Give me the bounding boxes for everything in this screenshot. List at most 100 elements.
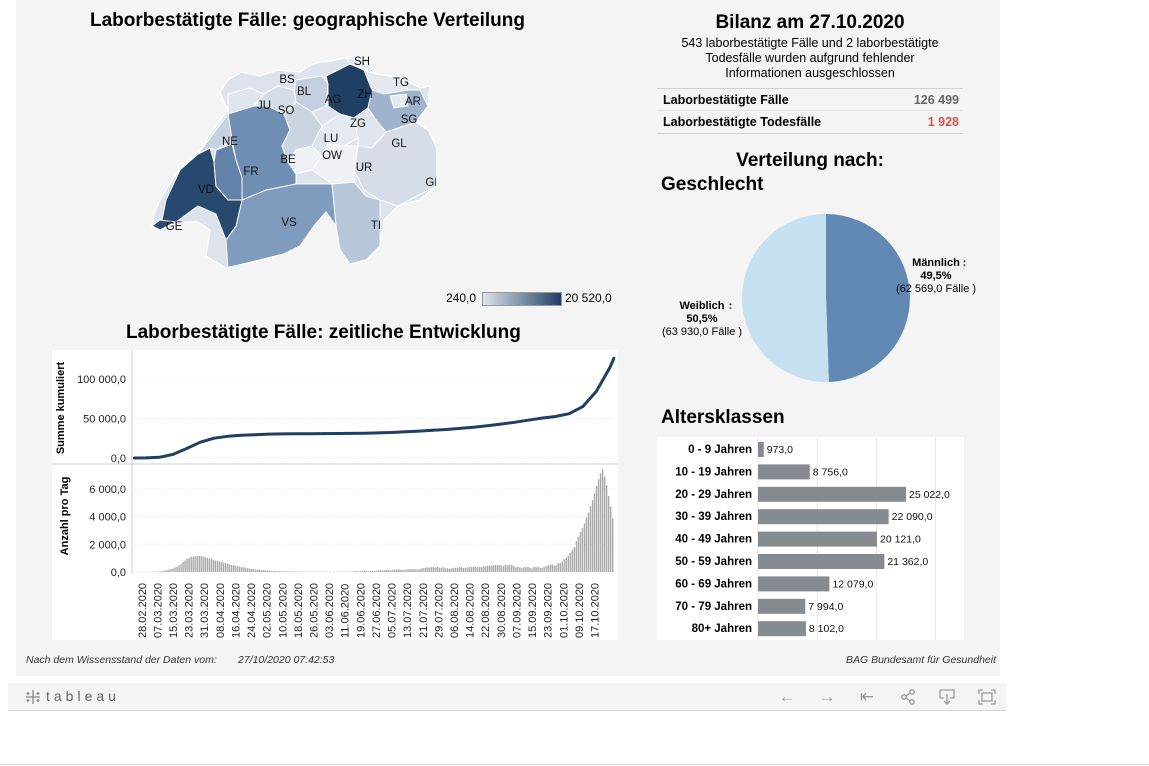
daily-bar[interactable]: [265, 570, 267, 572]
daily-bar[interactable]: [424, 567, 426, 572]
daily-bar[interactable]: [519, 567, 521, 572]
daily-bar[interactable]: [176, 566, 178, 572]
daily-bar[interactable]: [208, 558, 211, 572]
daily-bar[interactable]: [281, 571, 283, 572]
cumulative-point[interactable]: [362, 431, 366, 435]
daily-bar[interactable]: [533, 567, 535, 572]
daily-bar[interactable]: [438, 567, 440, 572]
cumulative-point[interactable]: [335, 432, 339, 435]
daily-bar[interactable]: [601, 469, 604, 572]
cumulative-point[interactable]: [403, 430, 407, 434]
daily-bar[interactable]: [553, 565, 555, 572]
daily-bar[interactable]: [605, 485, 608, 572]
daily-bar[interactable]: [515, 567, 517, 572]
daily-bar[interactable]: [250, 568, 253, 572]
daily-bar[interactable]: [541, 567, 543, 572]
daily-bar[interactable]: [374, 570, 376, 572]
daily-bar[interactable]: [240, 567, 243, 572]
cumulative-point[interactable]: [554, 415, 557, 418]
daily-bar[interactable]: [263, 570, 265, 572]
daily-bar[interactable]: [222, 562, 225, 572]
daily-bar[interactable]: [571, 549, 574, 572]
daily-bar[interactable]: [267, 570, 269, 572]
daily-bar[interactable]: [371, 570, 374, 572]
daily-bar[interactable]: [285, 571, 287, 572]
daily-bar[interactable]: [168, 569, 170, 572]
daily-bar[interactable]: [436, 566, 438, 572]
daily-bar[interactable]: [569, 552, 572, 572]
daily-bar[interactable]: [547, 565, 549, 572]
daily-bar[interactable]: [398, 569, 400, 572]
daily-bar[interactable]: [384, 570, 386, 572]
pie-slice-männlich[interactable]: [826, 214, 910, 382]
daily-bar[interactable]: [230, 564, 233, 572]
daily-bar[interactable]: [283, 571, 285, 572]
daily-bar[interactable]: [365, 570, 368, 572]
daily-bar[interactable]: [559, 562, 561, 572]
daily-bar[interactable]: [182, 561, 184, 572]
daily-bar[interactable]: [359, 571, 362, 572]
daily-bar[interactable]: [396, 569, 398, 572]
daily-bar[interactable]: [486, 565, 489, 572]
daily-bar[interactable]: [190, 556, 192, 572]
daily-bar[interactable]: [587, 512, 590, 572]
cumulative-point[interactable]: [431, 429, 434, 432]
daily-bar[interactable]: [367, 571, 370, 572]
daily-bar[interactable]: [591, 500, 594, 572]
daily-bar[interactable]: [593, 493, 596, 572]
daily-bar[interactable]: [402, 569, 404, 572]
kpi-cases-row[interactable]: Laborbestätigte Fälle 126 499: [657, 89, 963, 111]
daily-bar[interactable]: [497, 565, 499, 572]
daily-bar[interactable]: [194, 556, 196, 572]
daily-bar[interactable]: [212, 559, 215, 572]
canton-ne[interactable]: [197, 112, 233, 155]
daily-bar[interactable]: [361, 570, 364, 572]
cumulative-point[interactable]: [158, 455, 161, 459]
age-bar[interactable]: [758, 509, 889, 525]
daily-bar[interactable]: [228, 564, 231, 572]
daily-bar[interactable]: [180, 564, 182, 572]
daily-bar[interactable]: [490, 565, 493, 573]
daily-bar[interactable]: [583, 523, 586, 572]
daily-bar[interactable]: [482, 566, 485, 572]
cumulative-point[interactable]: [212, 436, 216, 440]
cumulative-point[interactable]: [458, 427, 462, 430]
daily-bar[interactable]: [160, 571, 162, 572]
download-icon[interactable]: [938, 688, 956, 706]
daily-bar[interactable]: [563, 559, 565, 572]
daily-bar[interactable]: [289, 571, 291, 572]
daily-bar[interactable]: [394, 569, 396, 572]
age-bar[interactable]: [758, 576, 830, 592]
daily-bar[interactable]: [244, 567, 247, 572]
daily-bar[interactable]: [440, 567, 442, 572]
daily-bar[interactable]: [523, 567, 525, 572]
daily-bar[interactable]: [468, 567, 471, 572]
cumulative-point[interactable]: [526, 418, 530, 422]
daily-bar[interactable]: [242, 567, 245, 572]
daily-bar[interactable]: [293, 571, 295, 572]
daily-bar[interactable]: [452, 568, 455, 572]
daily-bar[interactable]: [178, 565, 180, 572]
cumulative-point[interactable]: [185, 447, 188, 450]
cumulative-point[interactable]: [444, 428, 448, 431]
age-bar[interactable]: [758, 531, 878, 547]
daily-bar[interactable]: [404, 569, 406, 572]
daily-bar[interactable]: [363, 570, 366, 572]
daily-bar[interactable]: [380, 570, 382, 572]
kpi-deaths-row[interactable]: Laborbestätigte Todesfälle 1 928: [657, 111, 963, 133]
daily-bar[interactable]: [595, 485, 598, 572]
cumulative-point[interactable]: [513, 420, 516, 424]
daily-bar[interactable]: [454, 567, 457, 572]
daily-bar[interactable]: [495, 564, 497, 572]
daily-bar[interactable]: [273, 570, 275, 572]
canton-sh[interactable]: [344, 57, 369, 71]
daily-bar[interactable]: [525, 567, 527, 572]
daily-bar[interactable]: [166, 569, 168, 572]
daily-bar[interactable]: [382, 570, 384, 572]
daily-bar[interactable]: [476, 566, 479, 572]
daily-bar[interactable]: [535, 567, 537, 572]
daily-bar[interactable]: [357, 571, 360, 572]
daily-bar[interactable]: [545, 566, 547, 572]
cumulative-point[interactable]: [540, 416, 544, 420]
daily-bar[interactable]: [200, 556, 202, 572]
